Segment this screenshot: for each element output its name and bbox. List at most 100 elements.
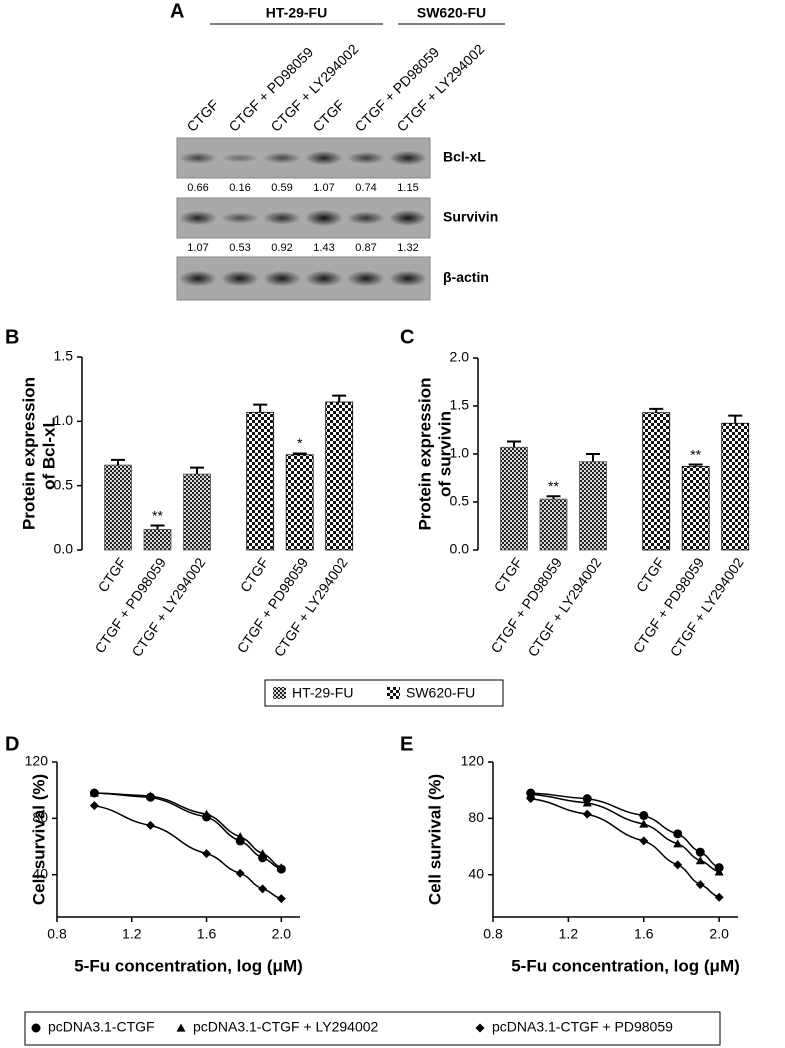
y-tick-label: 0.5: [54, 476, 74, 492]
y-tick-label: 120: [461, 753, 485, 769]
y-axis-title: Cell survival (%): [425, 774, 444, 905]
error-bar: [150, 524, 165, 530]
x-tick-label: CTGF + LY294002: [667, 555, 747, 660]
band-value: 0.92: [271, 242, 292, 254]
blot-band: [305, 150, 343, 166]
band-value: 1.07: [313, 182, 334, 194]
error-bar: [190, 466, 204, 475]
band-value: 0.16: [229, 182, 250, 194]
error-bar: [253, 403, 268, 413]
blot-strip: [176, 197, 431, 239]
significance: **: [548, 478, 559, 494]
x-tick-label: CTGF: [237, 555, 272, 595]
x-axis-title: 5-Fu concentration, log (μM): [74, 956, 303, 975]
fit-line: [530, 792, 720, 869]
legend-label: SW620-FU: [406, 685, 475, 701]
blot-label: Survivin: [443, 209, 498, 225]
point: [258, 884, 268, 894]
y-tick-label: 2.0: [450, 349, 470, 365]
blot-band: [221, 270, 259, 287]
x-tick-label: 1.6: [197, 926, 217, 942]
x-tick-label: CTGF + PD98059: [487, 554, 565, 655]
legend-label: HT-29-FU: [292, 685, 353, 701]
bar: [325, 401, 354, 551]
point: [695, 856, 705, 865]
bar: [246, 411, 275, 551]
legend-box: [24, 1011, 721, 1046]
panel-label: E: [400, 733, 413, 755]
fit-line: [94, 792, 282, 870]
x-tick-label: CTGF + LY294002: [128, 555, 208, 660]
legend-box: [264, 679, 504, 707]
x-tick-label: 0.8: [47, 926, 67, 942]
point: [639, 811, 649, 821]
band-value: 1.43: [313, 242, 334, 254]
y-axis-title: Protein expression: [415, 377, 434, 530]
point: [714, 867, 724, 876]
x-tick-label: CTGF + PD98059: [91, 554, 169, 655]
blot-band: [389, 210, 427, 226]
y-axis-title: of survivin: [435, 411, 454, 497]
blot-band: [347, 151, 385, 165]
x-axis-title: 5-Fu concentration, log (μM): [511, 956, 740, 975]
y-tick-label: 0.5: [450, 493, 470, 509]
fit-line: [530, 797, 720, 898]
y-tick-label: 1.0: [54, 412, 74, 428]
x-tick-label: 1.2: [559, 926, 579, 942]
point: [276, 894, 286, 904]
band-value: 1.32: [397, 242, 418, 254]
bar: [721, 422, 750, 551]
y-tick-label: 0.0: [54, 541, 74, 557]
blot-band: [263, 211, 301, 225]
x-tick-label: CTGF: [633, 555, 668, 595]
point: [673, 829, 683, 839]
blot-band: [263, 270, 301, 287]
y-tick-label: 0.0: [450, 541, 470, 557]
point: [235, 868, 245, 878]
legend-marker: [475, 1023, 485, 1033]
band-value: 1.15: [397, 182, 418, 194]
point: [673, 860, 683, 870]
panel-label: C: [400, 326, 414, 348]
x-tick-label: CTGF + PD98059: [234, 554, 312, 655]
y-tick-label: 80: [468, 809, 484, 825]
y-tick-label: 80: [32, 809, 48, 825]
legend-label: pcDNA3.1-CTGF + LY294002: [193, 1019, 379, 1035]
point: [695, 880, 705, 890]
x-tick-label: CTGF: [491, 555, 526, 595]
panel-label: A: [170, 0, 184, 22]
error-bar: [688, 463, 703, 467]
blot-band: [347, 270, 385, 287]
significance: *: [297, 435, 303, 451]
bar: [143, 529, 172, 551]
legend-label: pcDNA3.1-CTGF: [48, 1019, 155, 1035]
blot-band: [179, 152, 217, 164]
x-tick-label: 1.6: [634, 926, 654, 942]
legend-swatch: [273, 687, 286, 699]
blot-label: β-actin: [443, 269, 489, 285]
point: [202, 809, 212, 818]
y-tick-label: 1.0: [450, 445, 470, 461]
bar: [500, 446, 528, 551]
point: [89, 801, 99, 811]
y-tick-label: 1.5: [54, 348, 74, 364]
point: [526, 794, 536, 804]
bar: [579, 461, 607, 551]
panel-label: D: [5, 733, 19, 755]
legend-marker: [176, 1023, 186, 1032]
point: [235, 832, 245, 841]
error-bar: [507, 440, 521, 448]
group-label: HT-29-FU: [266, 5, 327, 21]
point: [582, 798, 592, 807]
point: [695, 847, 705, 857]
error-bar: [292, 452, 307, 455]
y-tick-label: 120: [25, 753, 49, 769]
point: [145, 791, 155, 800]
x-tick-label: CTGF + PD98059: [630, 554, 708, 655]
band-value: 0.74: [355, 182, 376, 194]
blot-band: [221, 212, 259, 224]
bar: [285, 454, 314, 551]
bar: [642, 412, 671, 551]
lane-label: CTGF: [309, 96, 347, 134]
